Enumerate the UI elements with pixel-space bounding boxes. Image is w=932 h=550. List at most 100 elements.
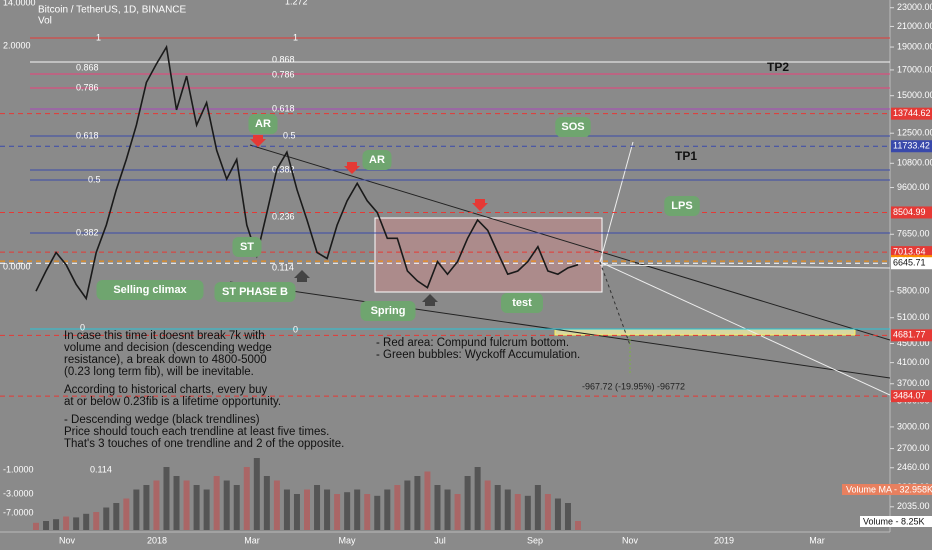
bubble-label: SOS [561, 121, 584, 133]
bubble-label: test [512, 297, 532, 309]
price-tick-label: 2460.00 [897, 462, 930, 472]
volume-bar [253, 458, 260, 530]
volume-bar [344, 492, 351, 530]
fib-label: 0.114 [272, 262, 294, 272]
price-tick-label: 2035.00 [897, 501, 930, 511]
volume-bar [283, 489, 290, 530]
volume-bar [364, 494, 371, 530]
note-line: (0.23 long term fib), will be inevitable… [64, 366, 254, 378]
volume-bar [53, 519, 60, 530]
volume-bar [544, 494, 551, 530]
fib-label: 0.786 [76, 82, 99, 92]
badge [860, 516, 932, 527]
arrow-down [344, 162, 360, 174]
price-tick-label: 10800.00 [897, 158, 932, 168]
volume-bar [324, 489, 331, 530]
volume-bar [334, 494, 341, 530]
volume-bar [153, 480, 160, 530]
fib-label: 0.5 [283, 130, 296, 140]
volume-bar [464, 476, 471, 530]
bubble-label: LPS [671, 200, 692, 212]
price-tick-label: 3700.00 [897, 378, 930, 388]
volume-bar [484, 480, 491, 530]
level-badge [891, 390, 932, 403]
note-line: Price should touch each trendline at lea… [64, 426, 329, 438]
volume-bar [374, 495, 381, 530]
volume-ma-label: Volume MA - 32.958K [846, 484, 932, 494]
wyckoff-bubble [555, 117, 591, 137]
fib-label: 0 [293, 324, 298, 334]
time-label: Jul [434, 535, 446, 545]
projection [599, 261, 631, 346]
target-zone [554, 328, 856, 336]
volume-bar [293, 494, 300, 530]
price-tick-label: 7650.00 [897, 229, 930, 239]
volume-bar [414, 476, 421, 530]
volume-bar [454, 494, 461, 530]
wyckoff-bubble [214, 282, 296, 302]
wyckoff-bubble [362, 150, 392, 170]
fib-label: 0 [80, 322, 85, 332]
fib-label: 1 [293, 32, 298, 42]
price-tick-label: 3000.00 [897, 421, 930, 431]
price-tick-label: 19000.00 [897, 41, 932, 51]
volume-bar [213, 476, 220, 530]
fib-label: 0.5 [88, 174, 101, 184]
time-label: Sep [527, 535, 543, 545]
volume-bar [193, 485, 200, 530]
bubble-label: AR [255, 118, 271, 130]
fib-label: 0.618 [76, 130, 99, 140]
price-line [35, 44, 579, 301]
fib-label: 1 [96, 32, 101, 42]
level-badge [891, 329, 932, 342]
volume-bar [474, 467, 481, 530]
level-badge [891, 206, 932, 219]
volume-bar [434, 485, 441, 530]
price-tick-label: 2700.00 [897, 443, 930, 453]
bubble-label: Spring [371, 305, 406, 317]
arrow-up [294, 270, 310, 282]
arrow-up [422, 294, 438, 306]
note-line: - Descending wedge (black trendlines) [64, 414, 260, 426]
note-line: - Red area: Compund fulcrum bottom. [376, 337, 569, 349]
time-label: May [338, 535, 356, 545]
bubble-label: ST PHASE B [222, 286, 288, 298]
level-label: 6645.71 [893, 258, 926, 268]
volume-bar [354, 489, 361, 530]
price-tick-label: 21000.00 [897, 21, 932, 31]
left-axis-label: 14.0000 [3, 0, 36, 7]
left-axis-label: -3.0000 [3, 488, 34, 498]
left-axis-label: 0.0000 [3, 261, 31, 271]
measure-label: -967.72 (-19.95%) -96772 [582, 381, 685, 391]
trendline [599, 264, 891, 269]
volume-bar [173, 476, 180, 530]
fib-label: 0.618 [272, 103, 295, 113]
bubble-label: AR [369, 154, 385, 166]
volume-bar [273, 480, 280, 530]
volume-bar [444, 489, 451, 530]
fib-label: 0.868 [272, 54, 295, 64]
bubble-label: Selling climax [113, 284, 187, 296]
projection [599, 141, 634, 263]
volume-bar [564, 503, 571, 530]
target-label: TP2 [767, 60, 789, 74]
volume-label: Volume - 8.25K [863, 516, 925, 526]
note-line: resistance), a break down to 4800-5000 [64, 354, 267, 366]
volume-bar [575, 521, 581, 530]
wyckoff-bubble [664, 196, 700, 216]
title: Bitcoin / TetherUS, 1D, BINANCE [38, 5, 187, 16]
price-tick-label: 4100.00 [897, 357, 930, 367]
price-tick-label: 12500.00 [897, 128, 932, 138]
volume-bar [163, 467, 170, 530]
volume-bar [113, 503, 120, 530]
wyckoff-bubble [96, 280, 204, 300]
volume-bar [394, 485, 401, 530]
trendline [249, 144, 891, 341]
level-badge [891, 257, 932, 270]
volume-bar [63, 516, 70, 530]
volume-bar [304, 489, 310, 530]
time-label: Nov [59, 535, 76, 545]
trendline [229, 281, 891, 379]
time-label: Mar [809, 535, 825, 545]
